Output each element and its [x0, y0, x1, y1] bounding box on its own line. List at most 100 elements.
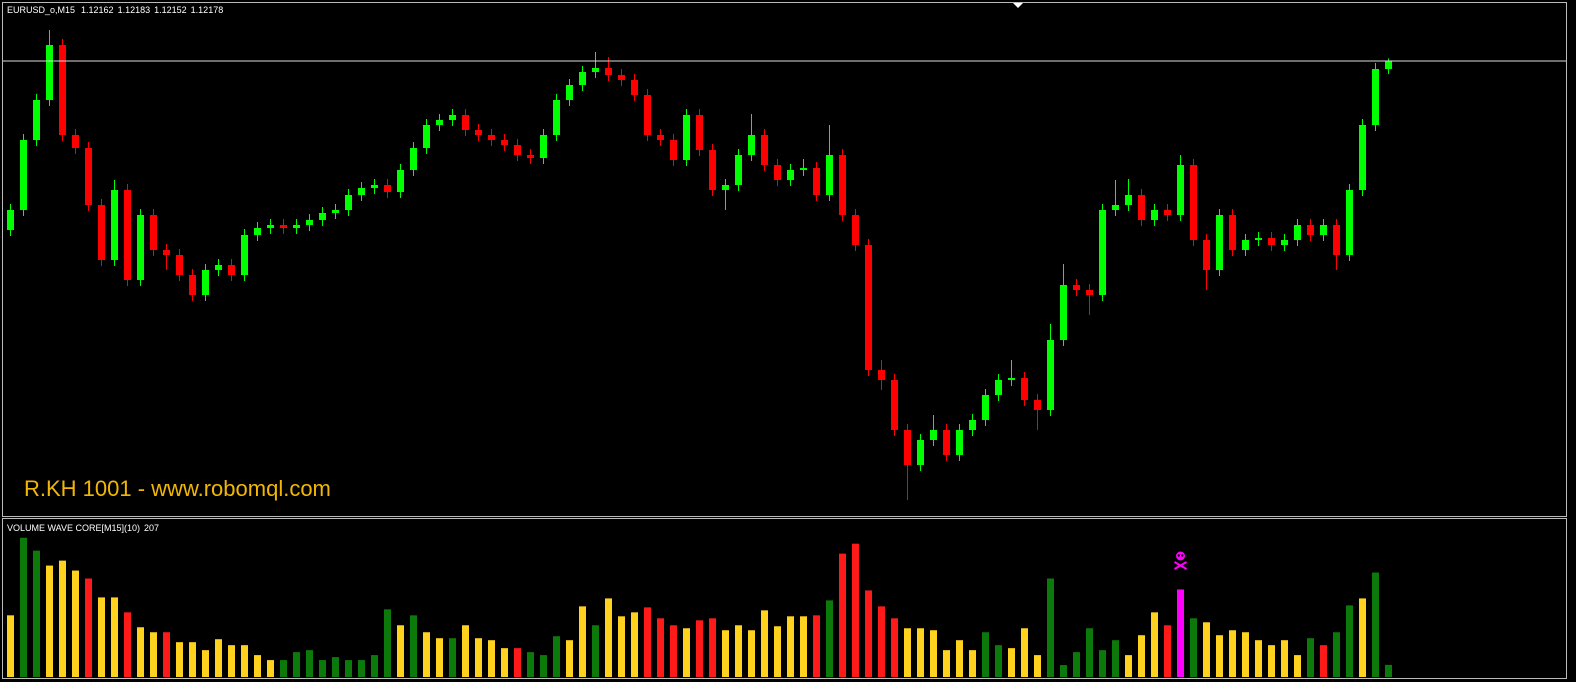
- candle-body: [1086, 290, 1093, 295]
- candle-body: [631, 80, 638, 95]
- volume-bar: [904, 628, 911, 677]
- candle-body: [1216, 215, 1223, 270]
- candle-body: [1320, 225, 1327, 235]
- volume-bar: [98, 597, 105, 677]
- candle-body: [332, 210, 339, 213]
- last-high: 1.12183: [118, 5, 151, 15]
- candle-body: [1190, 165, 1197, 240]
- volume-bar: [1086, 628, 1093, 677]
- volume-bar: [670, 625, 677, 677]
- candle-body: [1294, 225, 1301, 240]
- volume-bar: [839, 553, 846, 677]
- volume-bar: [410, 615, 417, 677]
- volume-bar: [475, 638, 482, 677]
- candle-body: [774, 165, 781, 180]
- candle-body: [1125, 195, 1132, 205]
- volume-bar: [124, 612, 131, 677]
- volume-bar: [631, 612, 638, 677]
- volume-bar: [1021, 628, 1028, 677]
- volume-bar: [267, 660, 274, 677]
- volume-bar: [826, 600, 833, 677]
- candle-body: [488, 135, 495, 140]
- last-low: 1.12152: [154, 5, 187, 15]
- candle-body: [748, 135, 755, 155]
- candle-body: [1255, 238, 1262, 240]
- candle-body: [397, 170, 404, 192]
- volume-bar: [553, 636, 560, 677]
- volume-bar: [579, 606, 586, 677]
- volume-bar: [59, 560, 66, 677]
- candle-body: [111, 190, 118, 260]
- candle-body: [813, 168, 820, 195]
- volume-bar: [891, 618, 898, 677]
- volume-bar: [241, 645, 248, 677]
- candle-body: [20, 140, 27, 210]
- candle-body: [1151, 210, 1158, 220]
- volume-bar: [1320, 645, 1327, 677]
- candle-body: [579, 72, 586, 85]
- candle-body: [878, 370, 885, 380]
- volume-bar: [202, 650, 209, 677]
- candle-body: [189, 275, 196, 295]
- volume-bar: [254, 655, 261, 677]
- candle-body: [1372, 69, 1379, 125]
- candle-body: [215, 265, 222, 270]
- candle-body: [605, 68, 612, 75]
- candle-body: [1242, 240, 1249, 250]
- volume-bar: [865, 590, 872, 677]
- candle-body: [943, 430, 950, 455]
- candle-body: [1346, 190, 1353, 255]
- indicator-header: VOLUME WAVE CORE[M15](10) 207: [7, 523, 159, 533]
- volume-bar: [592, 625, 599, 677]
- volume-bar: [787, 616, 794, 677]
- candle-body: [267, 225, 274, 228]
- volume-bar: [969, 650, 976, 677]
- candle-body: [280, 225, 287, 228]
- candle-body: [1229, 215, 1236, 250]
- volume-bar: [1385, 664, 1392, 677]
- candle-body: [1203, 240, 1210, 270]
- candle-body: [709, 150, 716, 190]
- candle-body: [1333, 225, 1340, 255]
- candle-body: [670, 140, 677, 160]
- volume-bar: [137, 627, 144, 677]
- candle-body: [254, 228, 261, 235]
- volume-bar: [683, 628, 690, 677]
- candle-body: [241, 235, 248, 275]
- volume-bar: [449, 638, 456, 677]
- candle-body: [930, 430, 937, 440]
- candle-body: [475, 130, 482, 135]
- volume-bar: [1294, 655, 1301, 677]
- candle-body: [644, 95, 651, 135]
- volume-bar: [150, 632, 157, 677]
- volume-bar: [306, 650, 313, 677]
- volume-bar: [735, 625, 742, 677]
- candle-body: [358, 188, 365, 195]
- volume-bar: [657, 618, 664, 677]
- volume-bar: [878, 606, 885, 677]
- candle-body: [137, 215, 144, 280]
- candle-body: [540, 135, 547, 158]
- candle-body: [436, 120, 443, 125]
- volume-bar: [1229, 630, 1236, 677]
- symbol: EURUSD_o,M15: [7, 5, 75, 15]
- candle-body: [1099, 210, 1106, 295]
- volume-bar: [1060, 665, 1067, 677]
- volume-bar: [1216, 635, 1223, 677]
- volume-panel-frame: [2, 518, 1567, 679]
- candle-body: [1008, 378, 1015, 380]
- main-panel-frame: [2, 2, 1567, 517]
- volume-bar: [1008, 648, 1015, 677]
- candle-body: [514, 145, 521, 155]
- candle-body: [553, 100, 560, 135]
- candle-body: [891, 380, 898, 430]
- candle-body: [1021, 378, 1028, 400]
- candle-body: [1385, 61, 1392, 69]
- volume-bar: [1112, 640, 1119, 677]
- volume-bar: [943, 650, 950, 677]
- candle-body: [839, 155, 846, 215]
- volume-bar: [488, 640, 495, 677]
- volume-bar: [280, 660, 287, 677]
- volume-bar: [696, 620, 703, 677]
